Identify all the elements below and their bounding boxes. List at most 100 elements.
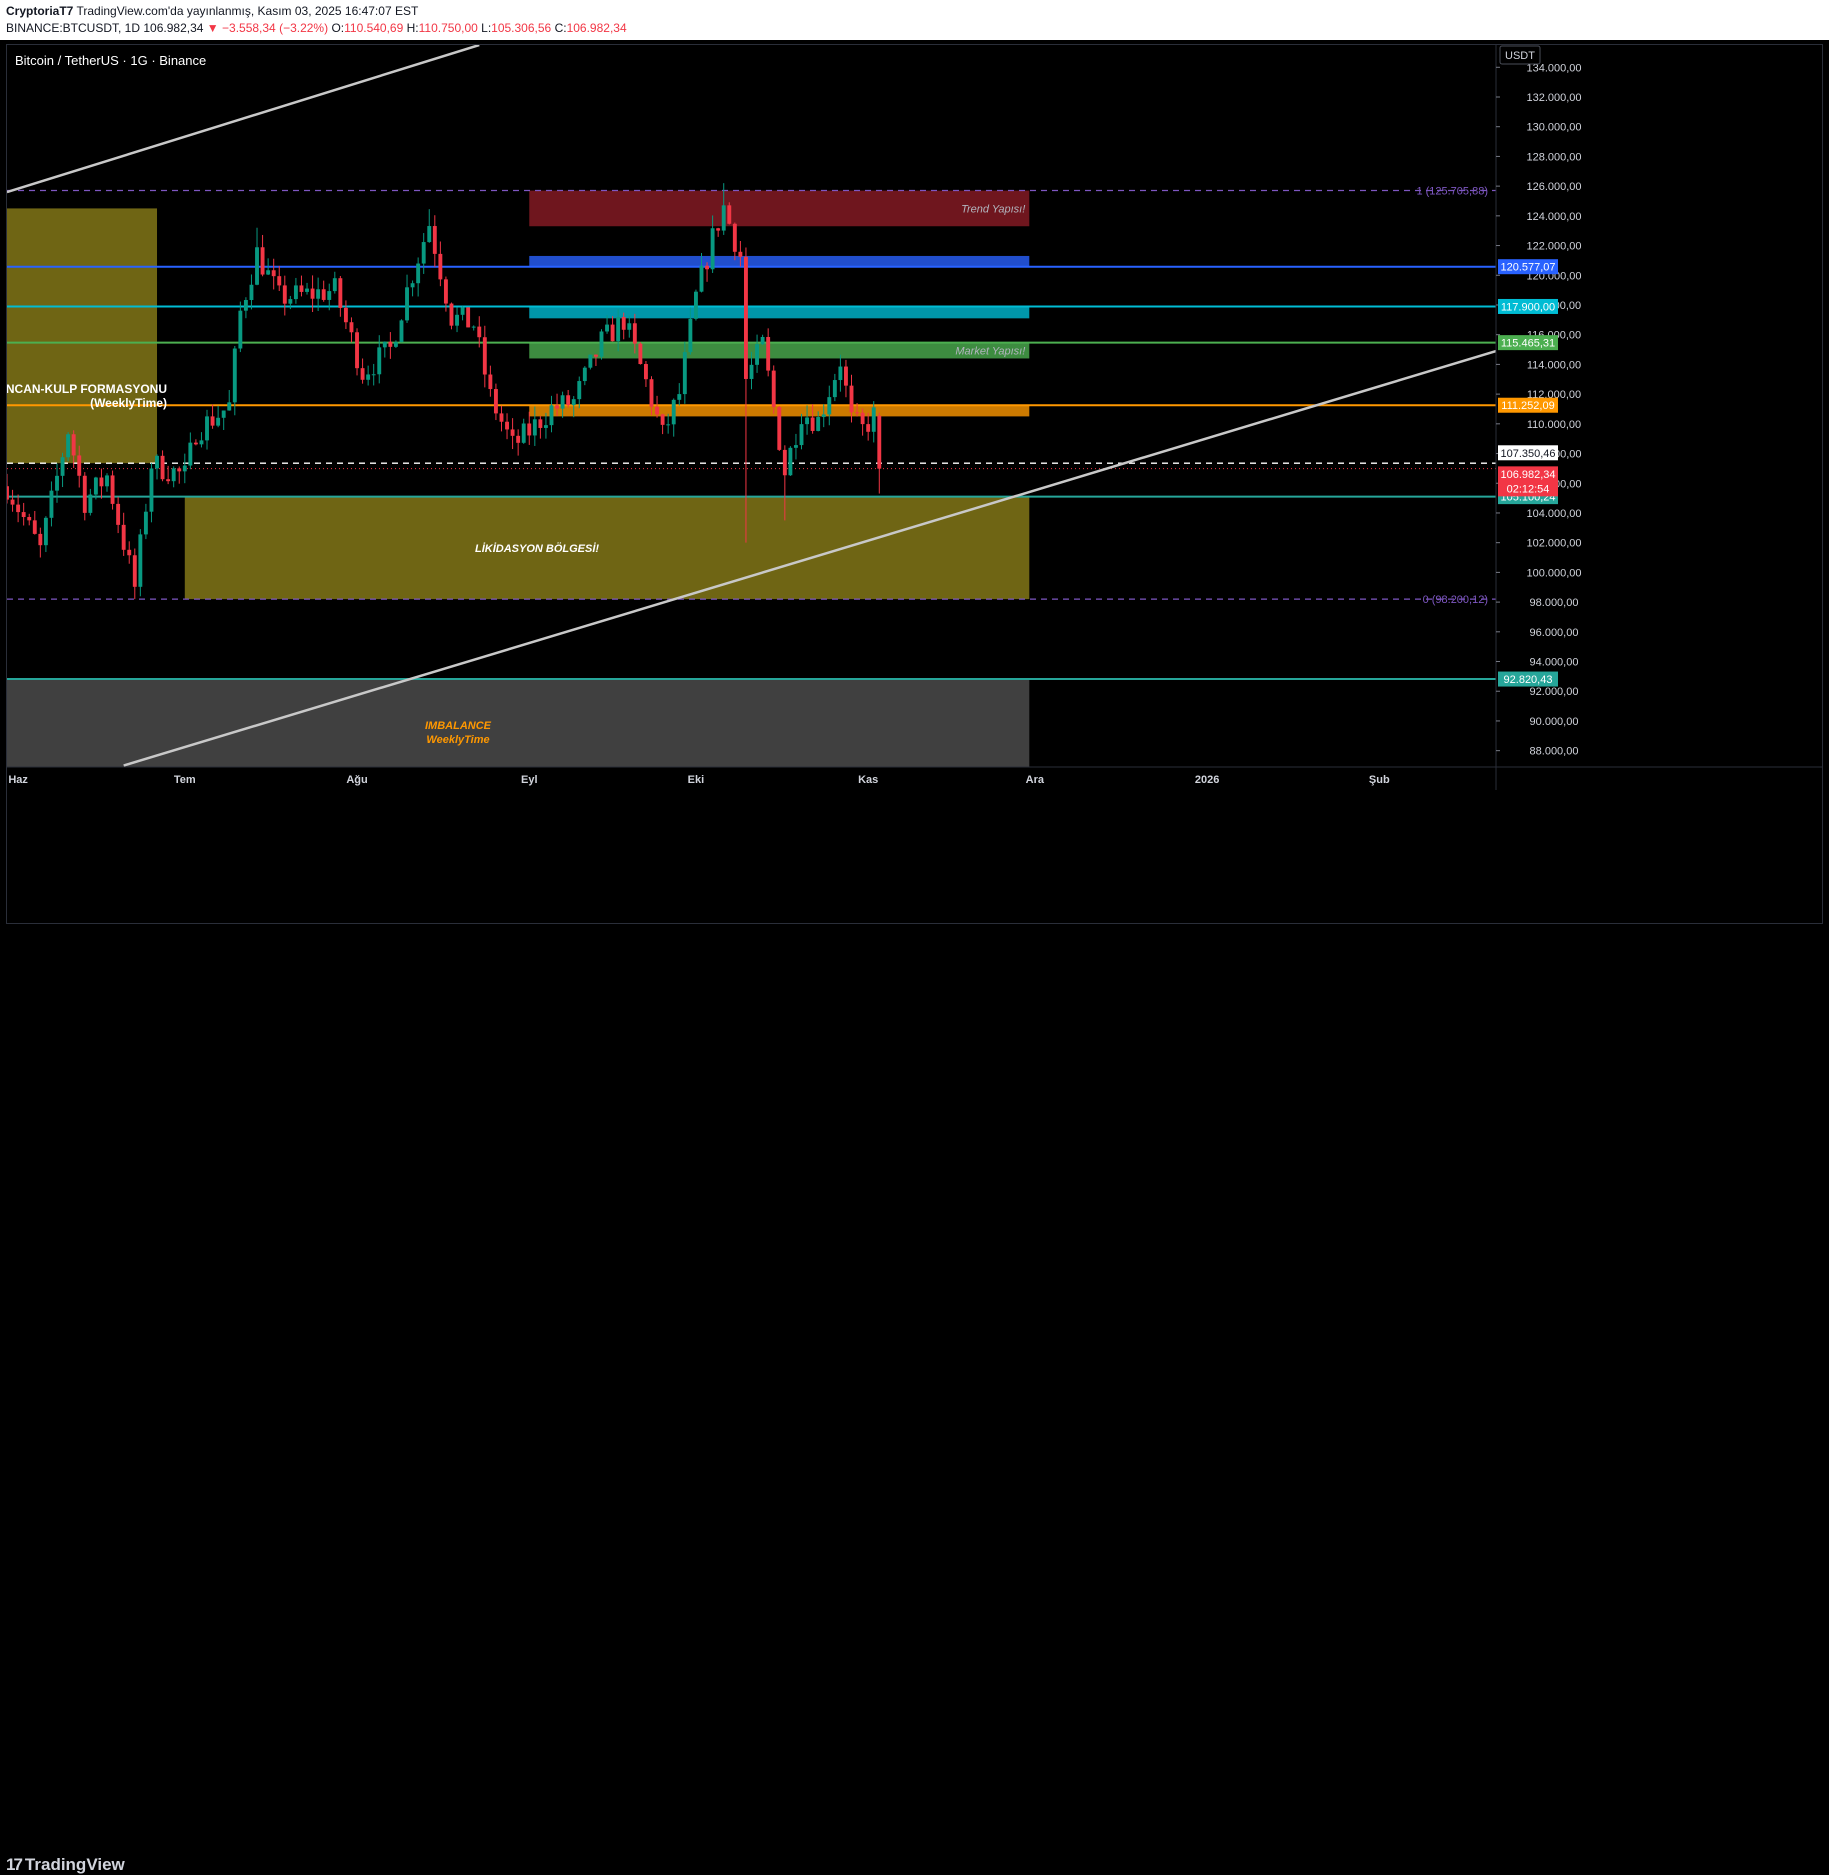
candle-body[interactable] xyxy=(794,445,798,448)
candle-body[interactable] xyxy=(10,499,15,505)
candle-body[interactable] xyxy=(860,412,865,425)
candle-body[interactable] xyxy=(271,270,276,277)
candle-body[interactable] xyxy=(49,490,54,518)
candle-body[interactable] xyxy=(743,256,748,379)
candle-body[interactable] xyxy=(93,477,98,495)
candle-body[interactable] xyxy=(555,405,559,409)
candle-body[interactable] xyxy=(593,354,598,357)
candle-body[interactable] xyxy=(99,477,104,487)
candle-body[interactable] xyxy=(399,320,404,343)
candle-body[interactable] xyxy=(277,276,282,286)
author-name[interactable]: CryptoriaT7 xyxy=(6,4,74,18)
candle-body[interactable] xyxy=(588,354,593,368)
candle-body[interactable] xyxy=(221,410,226,418)
candle-body[interactable] xyxy=(877,415,882,469)
candle-body[interactable] xyxy=(605,324,609,332)
candle-body[interactable] xyxy=(649,379,654,407)
candle-body[interactable] xyxy=(838,366,843,381)
candle-body[interactable] xyxy=(571,399,576,406)
candle-body[interactable] xyxy=(610,324,615,342)
candle-body[interactable] xyxy=(488,374,493,390)
candle-body[interactable] xyxy=(232,348,237,403)
trendline-1[interactable] xyxy=(123,349,1496,767)
candle-body[interactable] xyxy=(832,380,837,398)
candle-body[interactable] xyxy=(871,407,876,432)
candle-body[interactable] xyxy=(149,468,154,512)
candle-body[interactable] xyxy=(366,374,371,380)
candle-body[interactable] xyxy=(238,310,243,349)
candle-body[interactable] xyxy=(577,381,582,400)
candle-body[interactable] xyxy=(566,395,571,406)
candle-body[interactable] xyxy=(116,503,121,525)
candle-body[interactable] xyxy=(27,517,32,521)
candle-body[interactable] xyxy=(77,455,82,476)
candle-body[interactable] xyxy=(355,332,359,369)
candle-body[interactable] xyxy=(299,285,304,292)
candle-body[interactable] xyxy=(699,265,704,292)
candle-body[interactable] xyxy=(88,494,93,513)
zone-4[interactable] xyxy=(529,342,1030,359)
candle-body[interactable] xyxy=(371,374,376,376)
candle-body[interactable] xyxy=(338,278,343,308)
candle-body[interactable] xyxy=(643,364,648,380)
candle-body[interactable] xyxy=(71,434,76,456)
candle-body[interactable] xyxy=(182,465,187,472)
candle-body[interactable] xyxy=(305,288,309,292)
candle-body[interactable] xyxy=(432,226,437,254)
candle-body[interactable] xyxy=(188,442,193,466)
candle-body[interactable] xyxy=(260,247,265,275)
candle-body[interactable] xyxy=(166,479,171,482)
candle-body[interactable] xyxy=(343,307,348,323)
candle-body[interactable] xyxy=(627,323,632,330)
candle-body[interactable] xyxy=(66,434,71,458)
candle-body[interactable] xyxy=(55,475,59,491)
candle-body[interactable] xyxy=(82,475,87,513)
candle-body[interactable] xyxy=(138,534,143,587)
zone-1[interactable] xyxy=(529,190,1030,227)
candle-body[interactable] xyxy=(816,417,821,431)
candle-body[interactable] xyxy=(249,284,254,301)
candle-body[interactable] xyxy=(549,405,554,426)
candle-body[interactable] xyxy=(16,504,21,513)
candle-body[interactable] xyxy=(405,287,409,321)
candle-body[interactable] xyxy=(393,342,398,347)
candle-body[interactable] xyxy=(449,303,454,326)
candle-body[interactable] xyxy=(844,366,848,386)
candle-body[interactable] xyxy=(482,337,487,375)
candle-body[interactable] xyxy=(110,475,115,504)
candle-body[interactable] xyxy=(560,395,565,409)
candle-body[interactable] xyxy=(827,397,832,415)
candle-body[interactable] xyxy=(199,440,204,445)
candle-body[interactable] xyxy=(471,326,476,328)
candle-body[interactable] xyxy=(466,307,471,328)
candle-body[interactable] xyxy=(288,299,293,304)
candle-body[interactable] xyxy=(105,475,109,487)
candle-body[interactable] xyxy=(160,455,165,480)
candle-body[interactable] xyxy=(582,367,587,382)
candle-body[interactable] xyxy=(682,352,687,395)
candle-body[interactable] xyxy=(421,242,426,264)
candle-body[interactable] xyxy=(705,265,709,270)
candle-body[interactable] xyxy=(532,419,537,436)
candle-body[interactable] xyxy=(771,370,776,408)
candle-body[interactable] xyxy=(716,228,721,231)
candle-body[interactable] xyxy=(210,416,215,426)
candle-body[interactable] xyxy=(416,263,421,284)
candle-body[interactable] xyxy=(766,336,771,371)
zone-0[interactable] xyxy=(7,208,158,464)
zone-6[interactable] xyxy=(184,496,1030,600)
candle-body[interactable] xyxy=(43,517,48,546)
candle-body[interactable] xyxy=(427,226,432,243)
candle-body[interactable] xyxy=(477,326,482,338)
candle-body[interactable] xyxy=(721,205,726,231)
zone-2[interactable] xyxy=(529,255,1030,267)
candle-body[interactable] xyxy=(388,341,393,347)
candle-body[interactable] xyxy=(382,341,387,348)
candle-body[interactable] xyxy=(143,511,148,535)
candle-body[interactable] xyxy=(21,512,26,518)
candle-body[interactable] xyxy=(510,429,515,436)
candle-body[interactable] xyxy=(805,417,810,425)
candle-body[interactable] xyxy=(460,307,465,315)
candle-body[interactable] xyxy=(243,300,248,311)
currency-button[interactable] xyxy=(1499,45,1541,65)
